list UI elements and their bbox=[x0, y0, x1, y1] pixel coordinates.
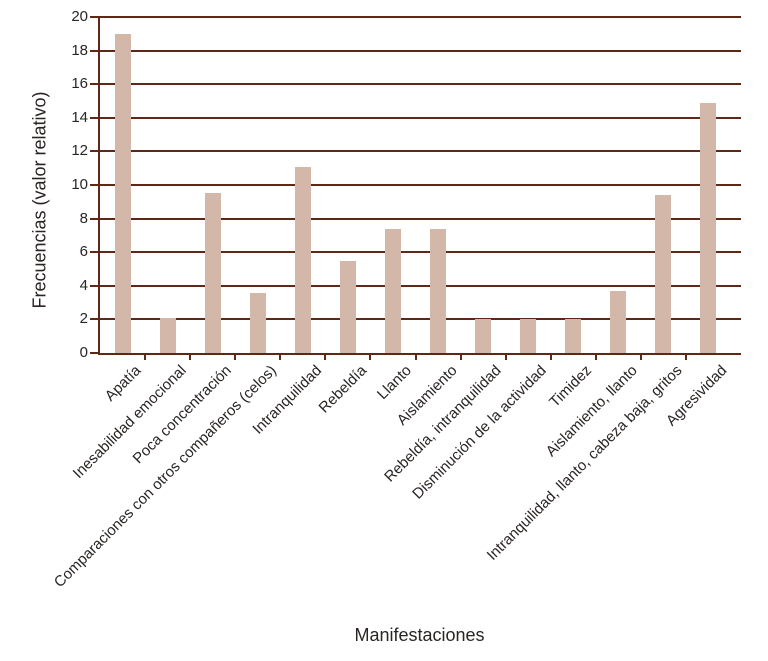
gridline-4 bbox=[100, 284, 741, 287]
y-tick-2 bbox=[90, 318, 100, 321]
y-tick-16 bbox=[90, 83, 100, 86]
bar bbox=[384, 228, 401, 353]
gridline-18 bbox=[100, 49, 741, 52]
bar bbox=[159, 317, 176, 353]
x-tick bbox=[414, 353, 417, 360]
y-tick-8 bbox=[90, 217, 100, 220]
bar bbox=[204, 193, 221, 353]
x-category-label: Rebeldía bbox=[315, 362, 370, 417]
gridline-10 bbox=[100, 184, 741, 186]
x-tick bbox=[459, 353, 462, 360]
x-category-label: Apatía bbox=[101, 362, 145, 405]
bar bbox=[565, 319, 582, 353]
bars-region: Apatía Inesabilidad emocional Poca concent… bbox=[51, 17, 731, 591]
y-tick-12 bbox=[90, 150, 100, 153]
bar bbox=[700, 102, 717, 353]
bar bbox=[249, 292, 266, 353]
bar bbox=[520, 319, 537, 353]
bar bbox=[294, 166, 311, 353]
gridline-16 bbox=[100, 83, 741, 86]
y-tick-label: 4 bbox=[79, 276, 88, 294]
x-tick bbox=[639, 353, 642, 360]
y-tick-label: 12 bbox=[71, 142, 88, 160]
y-tick-4 bbox=[90, 284, 100, 287]
gridline-14 bbox=[100, 116, 741, 119]
bar bbox=[610, 290, 627, 353]
x-tick bbox=[549, 353, 552, 360]
y-tick-6 bbox=[90, 251, 100, 254]
gridline-6 bbox=[100, 251, 741, 254]
y-tick-label: 14 bbox=[71, 108, 88, 126]
x-tick bbox=[279, 353, 282, 360]
y-tick-10 bbox=[90, 184, 100, 186]
x-tick bbox=[234, 353, 237, 360]
gridline-8 bbox=[100, 217, 741, 220]
bar bbox=[430, 228, 447, 353]
x-category-label: Llanto bbox=[374, 362, 415, 403]
x-tick bbox=[144, 353, 147, 360]
y-tick-0 bbox=[90, 352, 100, 354]
y-tick-label: 10 bbox=[71, 176, 88, 193]
bar bbox=[114, 33, 131, 353]
gridline-2 bbox=[100, 318, 741, 321]
bar bbox=[655, 195, 672, 353]
y-tick-label: 8 bbox=[79, 209, 88, 227]
y-tick-label: 16 bbox=[71, 75, 88, 93]
bar bbox=[475, 319, 492, 353]
x-tick bbox=[594, 353, 597, 360]
y-tick-20 bbox=[90, 16, 100, 18]
gridline-20 bbox=[100, 16, 741, 18]
x-tick bbox=[189, 353, 192, 360]
y-tick-14 bbox=[90, 116, 100, 119]
y-tick-label: 2 bbox=[79, 310, 88, 328]
y-tick-label: 6 bbox=[79, 243, 88, 261]
y-tick-label: 20 bbox=[71, 8, 88, 25]
x-axis-title: Manifestaciones bbox=[354, 625, 485, 645]
x-tick bbox=[504, 353, 507, 360]
plot-area: 0 2 4 6 8 10 12 14 16 18 20 Apatía Inesabilidad emo… bbox=[51, 8, 741, 591]
y-tick-label: 18 bbox=[71, 41, 88, 59]
bar bbox=[339, 260, 356, 353]
x-tick bbox=[684, 353, 687, 360]
x-tick bbox=[324, 353, 327, 360]
gridline-12 bbox=[100, 150, 741, 153]
y-tick-18 bbox=[90, 49, 100, 52]
y-tick-label: 0 bbox=[79, 344, 88, 361]
y-axis-title: Frecuencias (valor relativo) bbox=[29, 91, 50, 309]
x-tick bbox=[369, 353, 372, 360]
